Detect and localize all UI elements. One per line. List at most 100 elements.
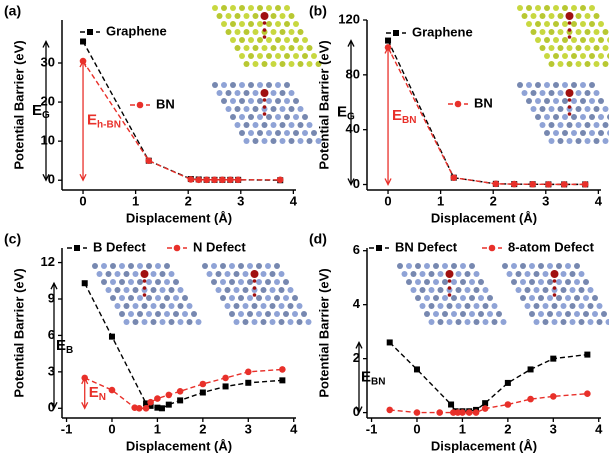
lattice-atom bbox=[517, 82, 523, 88]
lattice-atom bbox=[566, 122, 573, 128]
lattice-atom bbox=[469, 263, 475, 269]
x-tick-label: 4 bbox=[595, 193, 603, 208]
legend-marker bbox=[393, 30, 399, 36]
legend-marker bbox=[454, 100, 462, 108]
defect-atom bbox=[140, 270, 149, 278]
lattice-atom bbox=[296, 319, 303, 325]
lattice-atom bbox=[266, 21, 272, 27]
lattice-atom bbox=[529, 311, 535, 317]
lattice-atom bbox=[302, 37, 308, 43]
lattice-atom bbox=[137, 263, 143, 269]
point bbox=[584, 390, 591, 398]
lattice-atom bbox=[553, 5, 559, 11]
lattice-atom bbox=[575, 61, 582, 67]
x-tick-label: 1 bbox=[154, 421, 161, 436]
lattice-atom bbox=[224, 271, 231, 277]
lattice-atom bbox=[578, 303, 585, 309]
lattice-atom bbox=[302, 130, 308, 136]
lattice-atom bbox=[293, 37, 299, 43]
point bbox=[81, 280, 88, 287]
lattice-atom bbox=[239, 98, 245, 104]
panel: (b) 0 40 80 120 0 1 2 3 4 Displacement (Å) Potentia… bbox=[309, 3, 609, 225]
point bbox=[154, 404, 161, 411]
x-tick-label: 1 bbox=[459, 421, 466, 436]
lattice-atom bbox=[275, 53, 281, 59]
defect-atom bbox=[550, 270, 559, 278]
lattice-atom bbox=[292, 295, 298, 301]
lattice-atom bbox=[265, 295, 271, 301]
point bbox=[459, 409, 466, 416]
lattice-atom bbox=[584, 138, 591, 144]
lattice-atom bbox=[243, 13, 250, 19]
defect-atom bbox=[252, 286, 257, 290]
lattice-atom bbox=[584, 122, 591, 128]
lattice-atom bbox=[293, 21, 299, 27]
defect-atom bbox=[552, 293, 557, 297]
lattice-atom bbox=[261, 61, 268, 67]
lattice-atom bbox=[565, 263, 571, 269]
lattice-atom bbox=[520, 279, 526, 285]
series-line bbox=[84, 282, 283, 410]
lattice-atom bbox=[266, 98, 272, 104]
annotation: Eh-BN bbox=[87, 112, 121, 131]
point bbox=[386, 339, 393, 346]
lattice-atom bbox=[274, 263, 280, 269]
point bbox=[154, 395, 161, 402]
defect-atom bbox=[262, 21, 267, 25]
point bbox=[529, 180, 536, 188]
lattice-atom bbox=[215, 287, 222, 293]
lattice-atom bbox=[580, 5, 586, 11]
point bbox=[560, 181, 568, 188]
lattice-atom bbox=[464, 319, 471, 325]
y-tick-label: 9 bbox=[48, 290, 55, 305]
lattice-atom bbox=[275, 114, 281, 120]
lattice-atom bbox=[257, 21, 263, 27]
lattice-atom bbox=[598, 130, 604, 136]
lattice-atom bbox=[544, 98, 550, 104]
lattice-atom bbox=[560, 271, 567, 277]
lattice-atom bbox=[602, 61, 609, 67]
point bbox=[504, 401, 512, 408]
lattice-atom bbox=[437, 287, 444, 293]
lattice-atom bbox=[464, 271, 471, 277]
lattice-atom bbox=[168, 271, 175, 277]
y-axis-label: Potential Barrier (eV) bbox=[11, 268, 26, 397]
lattice-atom bbox=[211, 279, 217, 285]
lattice-atom bbox=[225, 106, 232, 112]
lattice-atom bbox=[605, 319, 609, 325]
lattice-atom bbox=[424, 295, 430, 301]
annotation-sub: G bbox=[347, 111, 355, 122]
point bbox=[413, 366, 420, 373]
lattice-atom bbox=[251, 319, 258, 325]
point bbox=[143, 400, 150, 407]
lattice-atom bbox=[278, 319, 285, 325]
lattice-atom bbox=[305, 319, 312, 325]
lattice-atom bbox=[535, 98, 541, 104]
lattice-atom bbox=[302, 53, 308, 59]
lattice-atom bbox=[451, 311, 457, 317]
lattice-atom bbox=[239, 82, 245, 88]
lattice-atom bbox=[542, 287, 549, 293]
defect-atom bbox=[567, 98, 572, 102]
lattice-atom bbox=[520, 295, 526, 301]
lattice-atom bbox=[529, 279, 535, 285]
lattice-atom bbox=[252, 122, 259, 128]
lattice-atom bbox=[92, 263, 98, 269]
lattice-atom bbox=[571, 114, 577, 120]
lattice-atom bbox=[542, 319, 549, 325]
lattice-atom bbox=[252, 13, 259, 19]
lattice-atom bbox=[419, 271, 426, 277]
lattice-atom bbox=[288, 45, 295, 51]
legend-marker bbox=[488, 244, 496, 252]
lattice-atom bbox=[593, 90, 600, 96]
lattice-atom bbox=[257, 114, 263, 120]
lattice-atom bbox=[293, 53, 299, 59]
lattice-atom bbox=[297, 106, 304, 112]
lattice-atom bbox=[596, 319, 603, 325]
lattice-atom bbox=[301, 311, 307, 317]
lattice-atom bbox=[491, 303, 498, 309]
lattice-atom bbox=[248, 98, 254, 104]
lattice-atom bbox=[575, 138, 582, 144]
lattice-atom bbox=[215, 271, 222, 277]
